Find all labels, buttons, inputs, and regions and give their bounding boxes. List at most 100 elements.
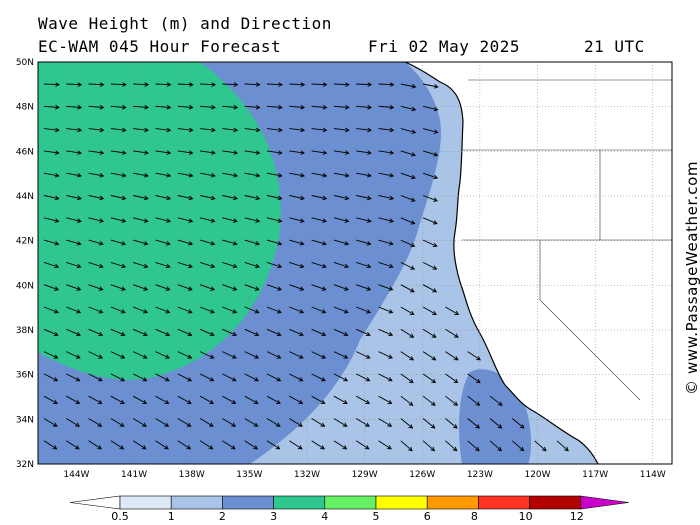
wave-arrow [289,373,304,382]
wave-arrow [289,127,306,133]
wave-arrow [222,82,239,87]
wave-arrow [88,239,104,246]
wave-arrow [199,373,215,382]
wave-arrow [200,195,216,201]
colorbar-segment [426,495,479,510]
wave-arrow [266,172,283,178]
wave-arrow [356,104,373,110]
wave-arrow [356,150,372,155]
coastline [404,62,599,464]
wave-arrow [400,261,416,270]
wave-arrow [289,217,305,223]
lon-label-141W: 141W [121,470,147,480]
wave-arrow [333,395,348,404]
wave-arrow [155,418,170,427]
wave-arrow [333,239,350,246]
wave-arrow [177,395,192,404]
wave-arrow [110,328,126,337]
wave-arrow [110,395,125,404]
wave-arrow [356,351,371,359]
wave-arrow [133,82,150,87]
wave-arrow [155,395,170,404]
wave-arrow [400,172,416,180]
wave-arrow [200,127,216,133]
wave-arrow [445,395,459,406]
wave-arrow [66,217,82,223]
wave-arrow [333,104,350,110]
wave-direction-arrows [43,82,569,452]
wave-arrow [289,239,305,246]
wave-arrow [445,306,460,315]
wave-arrow [133,351,148,359]
wave-arrow [244,104,261,110]
wave-arrow [289,395,304,404]
wave-arrow [200,104,216,110]
wave-arrow [222,172,239,178]
lon-label-117W: 117W [582,470,608,480]
wave-arrow [356,328,371,337]
wave-arrow [110,284,126,291]
wave-arrow [556,440,569,452]
colorbar-label: 10 [519,510,533,523]
wave-arrow [222,418,237,427]
wave-arrow [355,440,370,450]
wave-arrow [422,217,438,225]
wave-arrow [266,82,283,87]
wave-arrow [311,395,326,404]
wave-arrow [222,351,237,359]
wave-arrow [378,328,394,337]
wave-arrow [222,261,238,269]
wave-arrow [177,104,194,110]
colorbar-segment [529,495,582,510]
land-mass [405,62,672,464]
wave-arrow [133,104,150,110]
wave-arrow [289,82,306,87]
wave-arrow [244,418,259,427]
lon-label-114W: 114W [640,470,666,480]
wave-arrow [422,395,436,406]
wave-arrow [222,239,238,246]
wave-arrow [311,440,325,450]
wave-zone-3-4m [38,62,281,380]
lat-label-48N: 48N [16,103,34,113]
wave-arrow [88,172,105,178]
wave-arrow [378,172,395,178]
wave-arrow [422,261,438,270]
wave-arrow [199,284,216,291]
wave-arrow [132,440,147,450]
wave-arrow [43,328,59,337]
wave-arrow [66,373,81,382]
wave-arrow [378,127,395,133]
wave-arrow [311,284,327,291]
wave-arrow [333,82,350,87]
wave-arrow [177,440,192,450]
wave-arrow [356,172,372,178]
wave-arrow [378,217,395,223]
colorbar-label: 12 [570,510,584,523]
wave-arrow [266,351,282,359]
wave-arrow [445,418,458,429]
wave-arrow [66,172,83,178]
wave-arrow [155,440,169,450]
wave-arrow [266,217,283,223]
wave-arrow [199,418,214,427]
wave-arrow [177,150,194,155]
wave-arrow [66,104,83,110]
wave-arrow [445,351,459,361]
wave-arrow [422,239,438,248]
wave-arrow [378,418,393,427]
wave-arrow [133,239,149,246]
wave-arrow [132,418,147,427]
wave-arrow [311,418,326,427]
wave-arrow [222,373,237,382]
wave-arrow [43,440,58,450]
wave-arrow [133,172,149,178]
wave-arrow [110,217,127,223]
wave-arrow [244,172,261,178]
wave-arrow [356,217,372,223]
wave-arrow [133,306,149,314]
wave-arrow [489,395,503,406]
wave-arrow [88,418,103,427]
wave-arrow [311,373,326,382]
wave-arrow [222,440,236,450]
